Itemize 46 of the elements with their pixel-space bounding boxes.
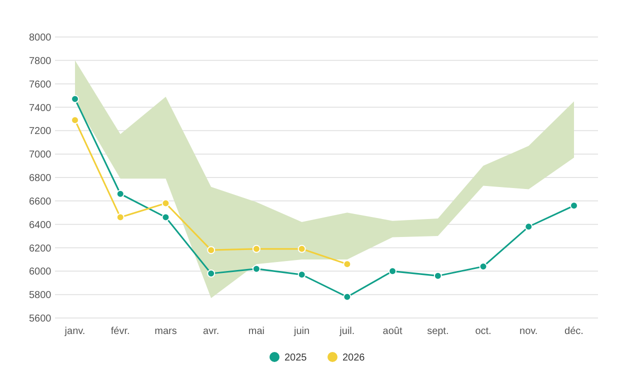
point bbox=[162, 199, 170, 208]
x-tick-label: oct. bbox=[475, 326, 492, 337]
y-tick-label: 7400 bbox=[29, 102, 52, 114]
point bbox=[207, 246, 216, 254]
x-tick-label: nov. bbox=[520, 326, 538, 337]
y-tick-label: 7200 bbox=[29, 126, 52, 138]
y-tick-label: 5800 bbox=[29, 290, 52, 302]
legend-label: 2026 bbox=[342, 352, 366, 364]
point bbox=[388, 267, 397, 276]
point bbox=[570, 202, 578, 210]
x-tick-label: déc. bbox=[564, 326, 584, 337]
y-tick-label: 6800 bbox=[29, 173, 52, 184]
x-tick-label: janv. bbox=[64, 326, 86, 337]
x-tick-label: févr. bbox=[110, 326, 130, 337]
point bbox=[252, 264, 260, 273]
x-tick-label: juin bbox=[293, 326, 310, 337]
x-tick-label: sept. bbox=[427, 326, 449, 337]
y-tick-label: 8000 bbox=[29, 32, 52, 44]
point bbox=[479, 262, 488, 270]
y-tick-label: 7000 bbox=[29, 150, 52, 161]
y-tick-label: 7600 bbox=[29, 79, 52, 90]
y-tick-label: 6400 bbox=[29, 220, 52, 231]
y-tick-label: 7800 bbox=[29, 56, 52, 67]
point bbox=[343, 260, 352, 268]
point bbox=[298, 244, 306, 253]
y-tick-label: 6600 bbox=[29, 196, 52, 208]
point bbox=[116, 213, 124, 222]
x-tick-label: mars bbox=[154, 326, 177, 337]
point bbox=[207, 270, 216, 278]
point bbox=[298, 270, 306, 279]
x-tick-label: juil. bbox=[338, 326, 355, 337]
point bbox=[116, 190, 124, 198]
point bbox=[434, 272, 442, 280]
legend-label: 2025 bbox=[284, 352, 308, 364]
x-tick-label: mai bbox=[248, 326, 265, 337]
point bbox=[343, 292, 352, 301]
point bbox=[71, 95, 79, 104]
point bbox=[162, 213, 170, 222]
y-tick-label: 6000 bbox=[29, 266, 52, 278]
point bbox=[252, 244, 260, 253]
point bbox=[524, 222, 533, 231]
x-tick-label: avr. bbox=[203, 326, 220, 337]
x-tick-label: août bbox=[382, 326, 402, 337]
point bbox=[71, 116, 79, 124]
y-tick-label: 6200 bbox=[29, 243, 52, 254]
y-tick-label: 5600 bbox=[29, 314, 52, 324]
